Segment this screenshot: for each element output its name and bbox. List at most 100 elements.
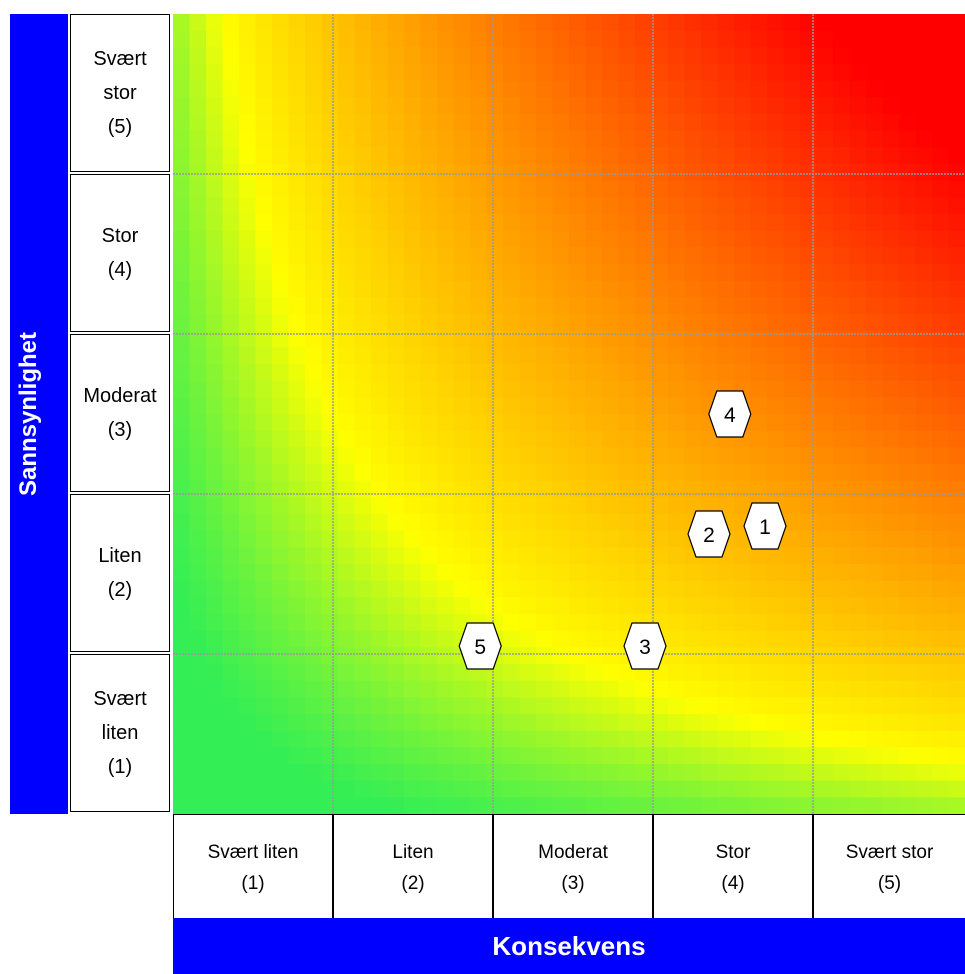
heatmap-cell <box>189 314 207 332</box>
heatmap-cell <box>387 47 405 65</box>
heatmap-cell <box>602 114 620 132</box>
heatmap-cell <box>404 330 422 348</box>
heatmap-cell <box>767 114 785 132</box>
heatmap-cell <box>602 130 620 148</box>
heatmap-cell <box>470 464 488 482</box>
heatmap-cell <box>239 114 257 132</box>
heatmap-cell <box>404 47 422 65</box>
heatmap-cell <box>585 47 603 65</box>
heatmap-cell <box>486 747 504 765</box>
heatmap-cell <box>189 780 207 798</box>
heatmap-cell <box>420 664 438 682</box>
heatmap-cell <box>882 380 900 398</box>
heatmap-cell <box>189 647 207 665</box>
heatmap-cell <box>684 364 702 382</box>
heatmap-cell <box>701 347 719 365</box>
heatmap-cell <box>618 780 636 798</box>
heatmap-cell <box>189 297 207 315</box>
heatmap-cell <box>783 64 801 82</box>
heatmap-cell <box>717 197 735 215</box>
heatmap-cell <box>701 214 719 232</box>
heatmap-cell <box>437 80 455 98</box>
heatmap-cell <box>453 230 471 248</box>
heatmap-cell <box>387 430 405 448</box>
heatmap-cell <box>635 564 653 582</box>
heatmap-cell <box>882 147 900 165</box>
heatmap-cell <box>915 530 933 548</box>
heatmap-cell <box>635 397 653 415</box>
heatmap-cell <box>338 280 356 298</box>
heatmap-cell <box>420 64 438 82</box>
heatmap-cell <box>750 430 768 448</box>
heatmap-cell <box>701 664 719 682</box>
heatmap-cell <box>800 664 818 682</box>
heatmap-cell <box>288 30 306 48</box>
heatmap-cell <box>734 447 752 465</box>
heatmap-cell <box>453 514 471 532</box>
heatmap-cell <box>717 580 735 598</box>
heatmap-cell <box>833 47 851 65</box>
heatmap-cell <box>552 364 570 382</box>
heatmap-cell <box>420 514 438 532</box>
heatmap-cell <box>536 530 554 548</box>
risk-marker-3: 3 <box>623 622 667 670</box>
heatmap-cell <box>717 180 735 198</box>
heatmap-cell <box>684 130 702 148</box>
heatmap-cell <box>272 597 290 615</box>
heatmap-cell <box>470 447 488 465</box>
heatmap-cell <box>437 797 455 814</box>
heatmap-cell <box>750 447 768 465</box>
heatmap-cell <box>684 147 702 165</box>
heatmap-cell <box>404 280 422 298</box>
heatmap-cell <box>255 130 273 148</box>
heatmap-cell <box>371 347 389 365</box>
heatmap-cell <box>189 747 207 765</box>
heatmap-cell <box>371 114 389 132</box>
heatmap-cell <box>800 264 818 282</box>
heatmap-cell <box>932 130 950 148</box>
heatmap-cell <box>189 630 207 648</box>
heatmap-cell <box>866 130 884 148</box>
heatmap-cell <box>899 247 917 265</box>
heatmap-cell <box>470 497 488 515</box>
heatmap-cell <box>866 197 884 215</box>
heatmap-cell <box>288 380 306 398</box>
heatmap-cell <box>932 164 950 182</box>
heatmap-cell <box>651 697 669 715</box>
heatmap-cell <box>833 464 851 482</box>
heatmap-cell <box>750 597 768 615</box>
heatmap-cell <box>255 597 273 615</box>
heatmap-cell <box>585 14 603 32</box>
heatmap-cell <box>750 30 768 48</box>
heatmap-cell <box>602 330 620 348</box>
heatmap-cell <box>189 664 207 682</box>
heatmap-cell <box>503 497 521 515</box>
heatmap-cell <box>305 114 323 132</box>
heatmap-cell <box>948 697 965 715</box>
heatmap-cell <box>915 164 933 182</box>
heatmap-cell <box>602 697 620 715</box>
heatmap-cell <box>948 214 965 232</box>
heatmap-cell <box>668 614 686 632</box>
heatmap-cell <box>239 230 257 248</box>
heatmap-cell <box>767 714 785 732</box>
heatmap-cell <box>585 730 603 748</box>
heatmap-cell <box>387 530 405 548</box>
heatmap-cell <box>206 497 224 515</box>
heatmap-cell <box>932 530 950 548</box>
heatmap-cell <box>618 797 636 814</box>
heatmap-cell <box>915 130 933 148</box>
heatmap-cell <box>618 464 636 482</box>
heatmap-cell <box>866 597 884 615</box>
heatmap-cell <box>189 197 207 215</box>
heatmap-cell <box>470 280 488 298</box>
heatmap-cell <box>882 230 900 248</box>
heatmap-cell <box>338 447 356 465</box>
heatmap-cell <box>684 680 702 698</box>
heatmap-cell <box>882 747 900 765</box>
heatmap-cell <box>371 80 389 98</box>
heatmap-cell <box>684 297 702 315</box>
heatmap-cell <box>387 330 405 348</box>
heatmap-cell <box>288 564 306 582</box>
heatmap-cell <box>371 680 389 698</box>
